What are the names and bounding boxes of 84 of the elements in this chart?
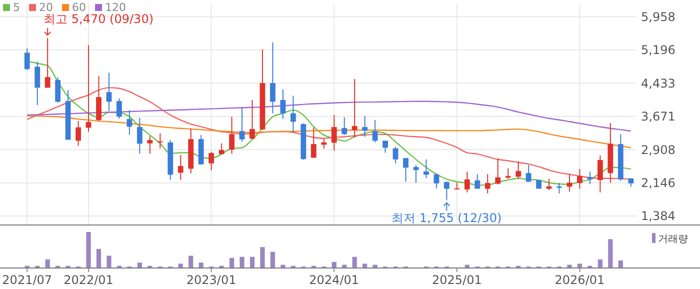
candlestick [239, 106, 245, 142]
candlestick [424, 158, 429, 179]
candlestick [229, 116, 234, 154]
x-tick-label: 2024/01 [309, 273, 360, 287]
candlestick [76, 120, 81, 146]
x-tick-label: 2026/01 [554, 273, 605, 287]
bar [577, 264, 582, 268]
bar [86, 232, 91, 268]
candlestick [218, 142, 224, 155]
candlestick [352, 78, 358, 138]
x-tick-label: 2021/07 [2, 273, 52, 287]
candlestick [342, 116, 348, 136]
legend-label: 120 [105, 1, 126, 14]
legend-label: 60 [72, 1, 86, 14]
candlestick [24, 48, 30, 71]
bar [270, 252, 276, 268]
y-tick-label: 5,196 [641, 43, 676, 58]
candlestick [444, 180, 450, 200]
candlestick [44, 37, 50, 88]
candlestick [55, 76, 61, 104]
candlestick [290, 95, 296, 133]
candlestick [280, 88, 286, 120]
bar [106, 256, 112, 268]
candlestick [136, 117, 142, 154]
candlestick [434, 172, 440, 189]
bar [137, 262, 142, 268]
bar [188, 256, 194, 268]
legend-label: 5 [13, 1, 20, 14]
bar [240, 256, 244, 268]
candlestick [464, 171, 470, 193]
y-tick-label: 2,146 [641, 176, 676, 190]
bar [96, 248, 102, 268]
candlestick [382, 140, 388, 154]
candlestick [526, 164, 532, 182]
legend-label: 거래량 [658, 234, 688, 245]
candlestick [392, 146, 398, 164]
y-tick-label: 3,671 [641, 110, 676, 124]
candlestick [597, 154, 603, 193]
candlestick [34, 61, 40, 106]
bar [198, 262, 204, 268]
candlestick [208, 151, 214, 171]
bar [250, 256, 255, 268]
candlestick [372, 120, 378, 143]
annotation: 최저 1,755 (12/30) [392, 210, 502, 225]
candlestick [106, 72, 112, 112]
bar [618, 260, 623, 268]
candlestick [577, 168, 582, 190]
candlestick [147, 136, 153, 154]
candlestick [505, 168, 511, 180]
y-tick-label: 2,908 [641, 142, 676, 157]
bar [45, 259, 50, 268]
legend-label: 20 [39, 1, 53, 14]
bar [608, 239, 613, 268]
x-tick-label: 2022/01 [64, 273, 114, 287]
bar [178, 264, 183, 268]
bar [229, 258, 234, 268]
x-tick-label: 2025/01 [432, 273, 482, 287]
candlestick [310, 126, 316, 158]
candlestick [516, 160, 522, 180]
bar [352, 256, 357, 268]
candlestick [116, 98, 122, 120]
annotation: 최고 5,470 (09/30) [44, 12, 154, 26]
candlestick [331, 114, 337, 152]
candlestick [484, 174, 490, 194]
bar [598, 259, 602, 268]
candlestick [250, 100, 255, 140]
candlestick [157, 132, 163, 149]
candlestick [96, 76, 102, 122]
candlestick [587, 171, 593, 185]
y-tick-label: 1,384 [641, 209, 676, 224]
candlestick [413, 164, 419, 184]
bar [260, 247, 265, 268]
candlestick [566, 174, 572, 192]
candlestick [270, 42, 276, 114]
bar [362, 264, 368, 268]
y-tick-label: 5,958 [641, 10, 676, 24]
x-tick-label: 2023/01 [186, 273, 236, 287]
candlestick [362, 116, 368, 138]
candlestick [126, 110, 132, 136]
candlestick [495, 158, 501, 185]
candlestick [474, 174, 480, 190]
y-tick-label: 4,433 [641, 76, 676, 90]
candlestick [178, 154, 184, 180]
candlestick [403, 158, 408, 182]
